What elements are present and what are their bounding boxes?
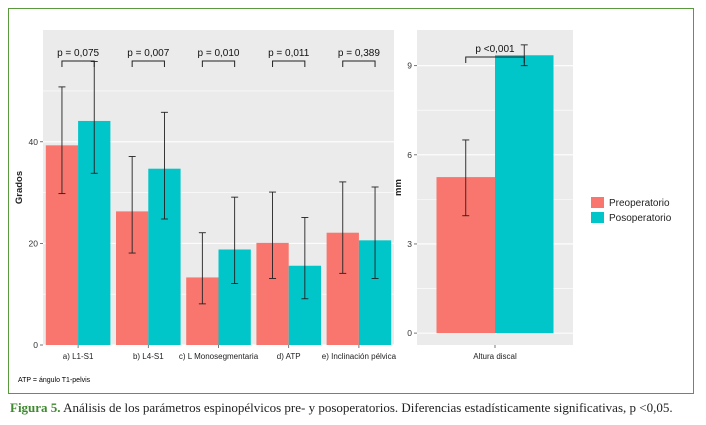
p-value-label: p <0,001	[475, 44, 515, 55]
x-category-label: e) Inclinación pélvica	[322, 352, 397, 361]
y-tick-label: 9	[407, 61, 412, 71]
y-tick-label: 0	[407, 328, 412, 338]
y-axis-title: Grados	[14, 171, 25, 204]
y-axis-title: mm	[393, 179, 404, 196]
significance-bracket	[272, 60, 306, 67]
figure-frame	[8, 8, 694, 394]
legend-swatch-post	[591, 212, 604, 223]
figure-caption: Figura 5. Análisis de los parámetros esp…	[10, 400, 673, 416]
x-category-label: Altura discal	[473, 352, 517, 361]
significance-bracket	[342, 60, 376, 67]
legend-swatch-pre	[591, 197, 604, 208]
y-tick-label: 20	[29, 238, 39, 248]
footnote: ATP = ángulo T1-pelvis	[18, 377, 91, 384]
p-value-label: p = 0,007	[127, 48, 169, 59]
x-category-label: a) L1-S1	[63, 352, 94, 361]
x-category-label: b) L4-S1	[133, 352, 164, 361]
legend-label-pre: Preoperatorio	[609, 198, 670, 209]
caption-text: Análisis de los parámetros espinopélvico…	[60, 400, 673, 415]
p-value-label: p = 0,389	[338, 48, 380, 59]
legend: Preoperatorio Posoperatorio	[591, 197, 672, 224]
x-category-label: c) L Monosegmentaria	[179, 352, 259, 361]
y-tick-label: 40	[29, 137, 39, 147]
panel-a: 0 20 40 a) L1-S1 p = 0,075 b) L4-S1 p = 0,007 c…	[14, 30, 397, 361]
caption-label: Figura 5.	[10, 400, 61, 415]
x-category-label: d) ATP	[277, 352, 301, 361]
significance-bracket	[61, 60, 95, 67]
panel-b: 0 3 6 9 Altura discal p <0,001 mm	[393, 30, 573, 361]
y-tick-label: 6	[407, 150, 412, 160]
legend-label-post: Posoperatorio	[609, 213, 672, 224]
p-value-label: p = 0,010	[198, 48, 240, 59]
bar-posoperatorio	[495, 55, 554, 334]
significance-bracket	[201, 60, 236, 67]
p-value-label: p = 0,075	[57, 48, 99, 59]
y-tick-label: 3	[407, 239, 412, 249]
significance-bracket	[131, 60, 165, 67]
p-value-label: p = 0,011	[268, 48, 310, 59]
significance-bracket	[465, 56, 525, 63]
y-tick-label: 0	[33, 340, 38, 350]
